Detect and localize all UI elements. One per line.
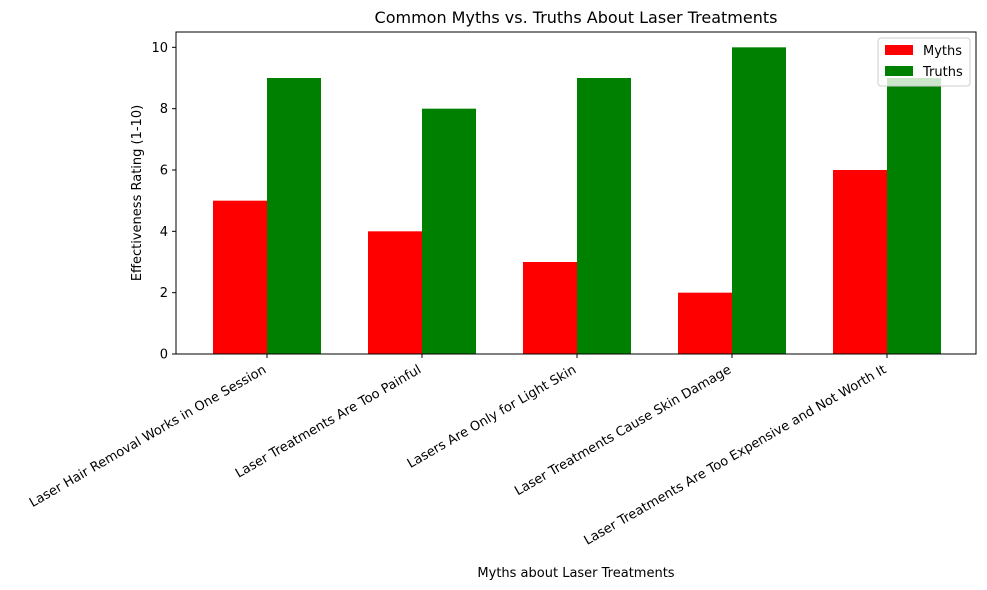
y-tick-label-2: 4 [160,225,168,240]
legend-swatch-truths [885,66,913,76]
legend-swatch-myths [885,45,913,55]
bar-myths-4 [833,170,887,354]
y-tick-label-1: 2 [160,286,168,301]
bar-truths-0 [267,78,321,354]
legend: Myths Truths [877,37,971,87]
legend-label-truths: Truths [922,65,963,80]
bar-myths-0 [213,200,267,354]
chart-title: Common Myths vs. Truths About Laser Trea… [375,8,778,27]
y-axis: 0 2 4 6 8 10 [151,41,176,363]
y-tick-label-3: 6 [160,164,168,179]
bars-group [213,47,941,355]
x-axis: Laser Hair Removal Works in One SessionL… [27,354,889,549]
x-tick-label-4: Laser Treatments Are Too Expensive and N… [582,362,889,548]
y-tick-label-0: 0 [160,348,168,363]
bar-myths-1 [368,231,422,354]
bar-truths-2 [577,78,631,354]
x-tick-label-0: Laser Hair Removal Works in One Session [27,362,269,510]
bar-truths-4 [887,78,941,354]
y-axis-label: Effectiveness Rating (1-10) [130,105,145,281]
y-tick-label-4: 8 [160,102,168,117]
plot-frame [175,31,977,355]
bar-myths-2 [523,262,577,354]
bar-truths-1 [422,108,476,355]
bar-myths-3 [678,292,732,354]
y-tick-label-5: 10 [151,41,168,56]
legend-label-myths: Myths [923,44,962,59]
x-axis-label: Myths about Laser Treatments [477,566,674,581]
bar-truths-3 [732,47,786,354]
x-tick-label-2: Lasers Are Only for Light Skin [405,362,579,471]
x-tick-label-1: Laser Treatments Are Too Painful [233,362,424,481]
